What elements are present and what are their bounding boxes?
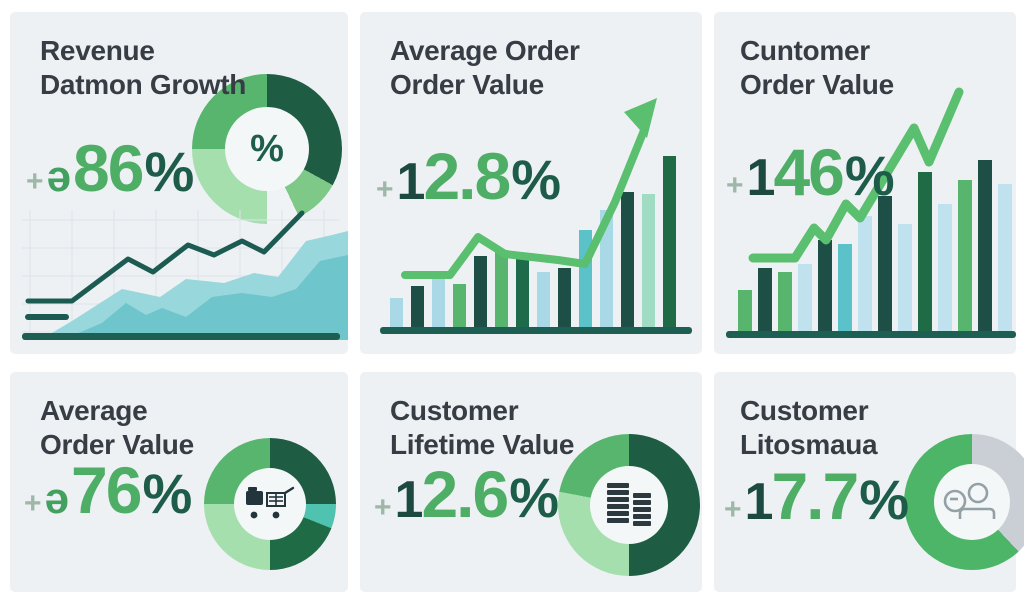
metric-value: + ə 76 % — [24, 452, 192, 528]
plus-sign: + — [26, 165, 44, 198]
card-title: Average Order Order Value — [390, 34, 580, 102]
donut-percent-label: % — [250, 127, 284, 170]
plus-sign: + — [24, 487, 42, 520]
card-title-line2: Order Value — [40, 429, 194, 461]
donut-chart-percent: % — [192, 74, 342, 224]
donut-hole: % — [225, 107, 309, 191]
kpi-card-customer-lifetime-value: Customer Lifetime Value + 1 2.6 % — [360, 372, 702, 592]
donut-hole — [934, 464, 1010, 540]
percent-sign: % — [844, 144, 895, 207]
kpi-card-customer-order-value: Cuntomer Order Value + 1 46 % — [714, 12, 1016, 354]
donut-hole — [590, 466, 668, 544]
metric-lead-glyph: 1 — [746, 149, 776, 207]
kpi-card-average-order-value: Average Order Order Value + 1 2.8 % — [360, 12, 702, 354]
donut-chart — [904, 434, 1024, 570]
metric-number: 46 — [773, 135, 844, 209]
card-title-line1: Average Order — [390, 35, 580, 66]
plus-sign: + — [376, 173, 394, 206]
percent-sign: % — [509, 466, 559, 529]
coin-stacks-icon — [607, 483, 651, 526]
kpi-card-average-order-value-2: Average Order Value + ə 76 % — [10, 372, 348, 592]
metric-value: + 1 46 % — [726, 134, 895, 210]
metric-lead-glyph: ə — [44, 474, 70, 523]
card-title-line2: Datmon Growth — [40, 69, 247, 101]
percent-sign: % — [142, 462, 193, 525]
bar-chart-with-trend-line — [726, 87, 1016, 338]
metric-lead-glyph: 1 — [396, 153, 426, 211]
metric-number: 86 — [73, 131, 144, 205]
card-title-line2: Order Value — [740, 69, 894, 101]
metric-value: + ə 86 % — [26, 130, 194, 206]
card-title-line1: Average — [40, 395, 148, 426]
card-title-line1: Customer — [740, 395, 869, 426]
metric-number: 76 — [71, 453, 142, 527]
kpi-card-customer: Customer Litosmaua + 1 7.7 % — [714, 372, 1024, 592]
metric-number: 2.8 — [423, 139, 511, 213]
card-title: Cuntomer Order Value — [740, 34, 894, 102]
percent-sign: % — [144, 140, 195, 203]
metric-lead-glyph: 1 — [744, 473, 774, 531]
card-title: Customer Lifetime Value — [390, 394, 574, 462]
metric-value: + 1 7.7 % — [724, 458, 909, 534]
shopping-cart-icon — [246, 486, 295, 519]
donut-chart — [558, 434, 700, 576]
donut-chart — [204, 438, 336, 570]
card-title: Average Order Value — [40, 394, 194, 462]
card-title: Customer Litosmaua — [740, 394, 878, 462]
card-title-line1: Revenue — [40, 35, 155, 66]
percent-sign: % — [511, 148, 561, 211]
card-title-line2: Order Value — [390, 69, 544, 101]
metric-lead-glyph: 1 — [394, 471, 424, 529]
customer-person-icon — [943, 482, 996, 519]
bar-chart-with-trend-arrow — [380, 98, 692, 334]
metric-number: 2.6 — [421, 457, 509, 531]
metric-number: 7.7 — [771, 459, 859, 533]
card-title-line2: Lifetime Value — [390, 429, 575, 461]
card-title-line1: Customer — [390, 395, 519, 426]
plus-sign: + — [726, 169, 744, 202]
plus-sign: + — [724, 493, 742, 526]
plus-sign: + — [374, 491, 392, 524]
percent-sign: % — [859, 468, 909, 531]
card-title: Revenue Datmon Growth — [40, 34, 246, 102]
card-title-line2: Litosmaua — [740, 429, 878, 461]
kpi-card-revenue-growth: Revenue Datmon Growth + ə 86 % % — [10, 12, 348, 354]
area-line-chart — [22, 210, 348, 340]
metric-value: + 1 2.8 % — [376, 138, 561, 214]
card-title-line1: Cuntomer — [740, 35, 870, 66]
donut-hole — [234, 468, 306, 540]
metric-lead-glyph: ə — [46, 152, 72, 201]
metric-value: + 1 2.6 % — [374, 456, 559, 532]
